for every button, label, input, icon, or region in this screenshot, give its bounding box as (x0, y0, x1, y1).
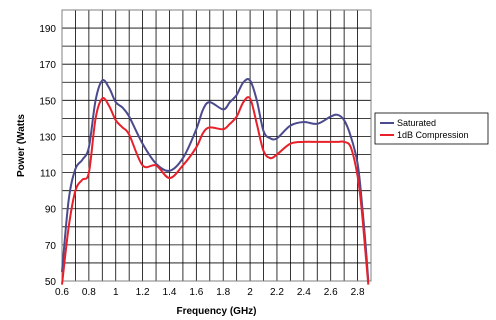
x-axis-title: Frequency (GHz) (176, 306, 256, 317)
y-tick-label: 190 (39, 24, 56, 35)
series-lines (61, 78, 370, 285)
x-tick-label: 1.8 (216, 287, 230, 298)
y-tick-label: 70 (45, 241, 57, 252)
x-tick-label: 1.6 (189, 287, 203, 298)
gridlines (61, 9, 372, 282)
plot-area (61, 9, 372, 282)
x-tick-label: 2.2 (270, 287, 284, 298)
y-tick-label: 150 (39, 96, 56, 107)
y-axis-title: Power (Watts (16, 114, 27, 177)
series-line-saturated (61, 78, 370, 282)
x-tick-label: 2 (247, 287, 253, 298)
legend-label: 1dB Compression (397, 130, 469, 140)
y-tick-label: 110 (40, 169, 56, 180)
x-tick-label: 1.2 (136, 287, 150, 298)
y-tick-label: 130 (39, 132, 56, 143)
x-tick-label: 2.4 (297, 287, 311, 298)
y-tick-label: 50 (45, 277, 57, 288)
y-tick-label: 170 (39, 60, 56, 71)
series-line-1db-compression (61, 96, 370, 285)
y-tick-label: 90 (45, 205, 57, 216)
legend-label: Saturated (397, 118, 436, 128)
x-axis-ticks: 0.6 0.8 1 1.2 1.4 1.6 1.8 2 2.2 2.4 2.6 2.8 (55, 287, 365, 298)
x-tick-label: 1 (113, 287, 119, 298)
x-tick-label: 0.6 (55, 287, 69, 298)
legend: Saturated 1dB Compression (374, 112, 489, 145)
legend-box (374, 112, 489, 145)
x-tick-label: 0.8 (82, 287, 96, 298)
x-tick-label: 1.4 (163, 287, 177, 298)
y-axis-ticks: 50 70 90 110 130 150 170 190 (39, 24, 56, 288)
x-tick-label: 2.8 (351, 287, 365, 298)
x-tick-label: 2.6 (324, 287, 338, 298)
